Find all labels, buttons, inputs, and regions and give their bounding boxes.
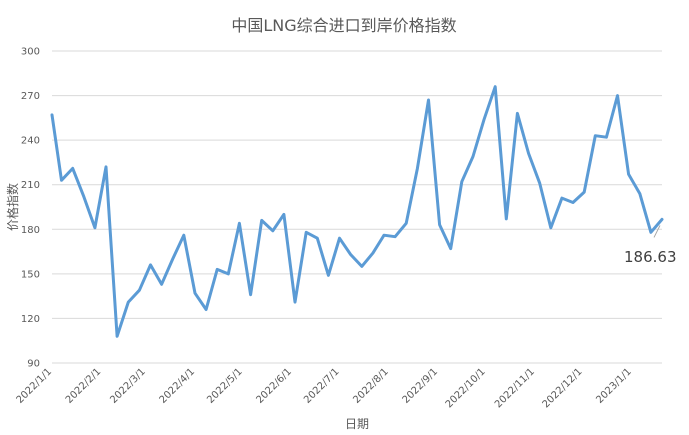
x-tick-label: 2022/1/1 xyxy=(15,366,55,406)
y-tick-label: 210 xyxy=(21,180,40,191)
y-tick-labels: 90 120 150 180 210 240 270 300 xyxy=(21,47,40,370)
x-tick-label: 2022/11/1 xyxy=(493,366,537,410)
x-tick-label: 2022/8/1 xyxy=(351,366,391,406)
y-tick-label: 120 xyxy=(21,314,40,325)
x-tick-label: 2022/7/1 xyxy=(302,366,342,406)
y-tick-label: 180 xyxy=(21,225,40,236)
y-tick-label: 90 xyxy=(27,359,40,370)
x-tick-label: 2022/2/1 xyxy=(64,366,104,406)
y-tick-label: 240 xyxy=(21,136,40,147)
price-index-line xyxy=(50,85,664,338)
y-tick-label: 300 xyxy=(21,47,40,58)
x-tick-labels: 2022/1/1 2022/2/1 2022/3/1 2022/4/1 2022/5/1… xyxy=(15,366,634,410)
y-tick-label: 270 xyxy=(21,91,40,102)
x-tick-label: 2022/5/1 xyxy=(205,366,245,406)
x-axis-title: 日期 xyxy=(345,417,369,431)
last-value-label: 186.63 xyxy=(624,248,677,266)
x-tick-label: 2022/9/1 xyxy=(401,366,441,406)
x-tick-label: 2022/3/1 xyxy=(108,366,148,406)
data-label-leader xyxy=(653,225,661,238)
x-tick-label: 2022/10/1 xyxy=(444,366,488,410)
x-tick-label: 2022/12/1 xyxy=(541,366,585,410)
y-axis-title: 价格指数 xyxy=(5,183,20,231)
gridlines xyxy=(52,50,662,364)
y-tick-label: 150 xyxy=(21,269,40,280)
x-tick-label: 2022/6/1 xyxy=(254,366,294,406)
x-tick-label: 2022/4/1 xyxy=(158,366,198,406)
x-tick-label: 2023/1/1 xyxy=(594,366,634,406)
chart-title: 中国LNG综合进口到岸价格指数 xyxy=(231,16,456,35)
